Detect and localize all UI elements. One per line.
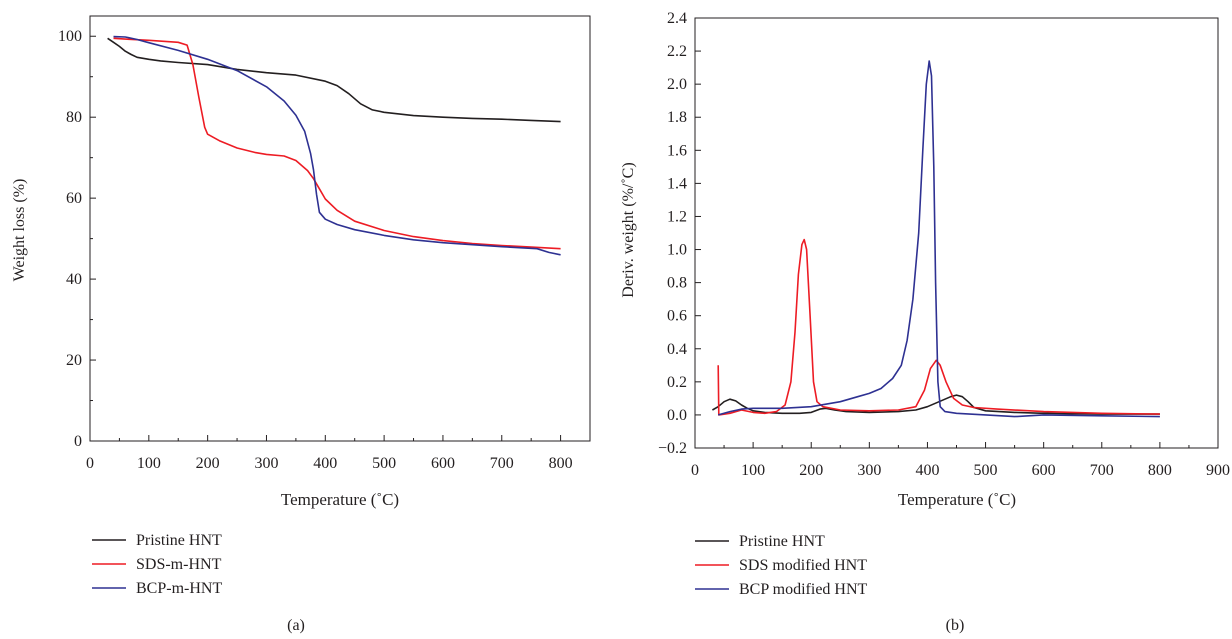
y-tick-label: 1.0	[667, 242, 687, 259]
x-tick-label: 200	[196, 455, 220, 472]
y-tick-label: 1.8	[667, 109, 687, 126]
x-tick-label: 500	[974, 462, 998, 479]
x-tick-label: 0	[691, 462, 699, 479]
y-tick-label: 0.2	[667, 374, 687, 391]
legend-label: SDS modified HNT	[739, 557, 867, 574]
y-tick-label: 0	[74, 433, 82, 450]
plot-frame-b	[694, 17, 1219, 449]
panel-label-a: (a)	[287, 617, 305, 634]
axes-a: 0 20 40 60 80 100 0 100 200 300 400 500 600 700 800	[58, 15, 591, 472]
x-tick-label: 800	[549, 455, 573, 472]
y-tick-label: 2.0	[667, 76, 687, 93]
series-line-sds-m-hnt	[113, 37, 561, 250]
chart-panel-a: 0 20 40 60 80 100 0 100 200 300 400 500 600 700 800 We…	[11, 15, 591, 634]
y-tick-label: 40	[66, 271, 82, 288]
y-axis-label-b: Deriv. weight (%/˚C)	[620, 162, 637, 297]
legend-label: SDS-m-HNT	[136, 556, 222, 573]
x-tick-label: 400	[915, 462, 939, 479]
legend-a: Pristine HNT SDS-m-HNT BCP-m-HNT	[92, 532, 222, 597]
panel-label-b: (b)	[946, 617, 965, 634]
y-tick-label: 2.4	[667, 10, 687, 27]
y-tick-label: 60	[66, 190, 82, 207]
y-tick-label: 0.0	[667, 407, 687, 424]
series-line-sds-modified-hnt	[717, 238, 1160, 416]
chart-panel-b: −0.2 0.0 0.2 0.4 0.6 0.8 1.0 1.2 1.4 1.6 1.8 2.0 2.2…	[620, 10, 1230, 634]
legend-label: BCP-m-HNT	[136, 580, 222, 597]
y-axis-label-a: Weight loss (%)	[11, 179, 28, 282]
series-line-bcp-m-hnt	[113, 35, 561, 256]
y-tick-label: 20	[66, 352, 82, 369]
y-tick-label: 1.4	[667, 175, 687, 192]
x-tick-label: 100	[137, 455, 161, 472]
y-tick-label: 0.4	[667, 341, 687, 358]
series-line-pristine-hnt	[712, 394, 1160, 415]
x-tick-label: 300	[857, 462, 881, 479]
x-axis-label-b: Temperature (˚C)	[898, 490, 1016, 509]
x-tick-label: 900	[1206, 462, 1230, 479]
legend-label: BCP modified HNT	[739, 581, 868, 598]
y-tick-label: 0.8	[667, 275, 687, 292]
legend-label: Pristine HNT	[739, 533, 825, 550]
series-line-pristine-hnt	[107, 37, 561, 123]
x-tick-label: 800	[1148, 462, 1172, 479]
x-tick-label: 200	[799, 462, 823, 479]
y-tick-label: 80	[66, 109, 82, 126]
y-tick-label: 0.6	[667, 308, 687, 325]
y-tick-label: −0.2	[658, 440, 687, 457]
y-tick-label: 100	[58, 28, 82, 45]
x-tick-label: 300	[254, 455, 278, 472]
plot-frame-a	[89, 15, 591, 442]
x-axis-label-a: Temperature (˚C)	[281, 490, 399, 509]
series-line-bcp-modified-hnt	[717, 60, 1160, 418]
x-tick-label: 500	[372, 455, 396, 472]
y-tick-label: 1.2	[667, 208, 687, 225]
x-tick-label: 700	[1090, 462, 1114, 479]
x-tick-label: 700	[490, 455, 514, 472]
x-tick-label: 600	[1032, 462, 1056, 479]
axes-b: −0.2 0.0 0.2 0.4 0.6 0.8 1.0 1.2 1.4 1.6 1.8 2.0 2.2…	[658, 10, 1230, 479]
x-tick-label: 100	[741, 462, 765, 479]
x-tick-label: 0	[86, 455, 94, 472]
y-tick-label: 1.6	[667, 142, 687, 159]
y-tick-label: 2.2	[667, 43, 687, 60]
legend-b: Pristine HNT SDS modified HNT BCP modified…	[695, 533, 868, 598]
x-tick-label: 400	[313, 455, 337, 472]
legend-label: Pristine HNT	[136, 532, 222, 549]
x-tick-label: 600	[431, 455, 455, 472]
